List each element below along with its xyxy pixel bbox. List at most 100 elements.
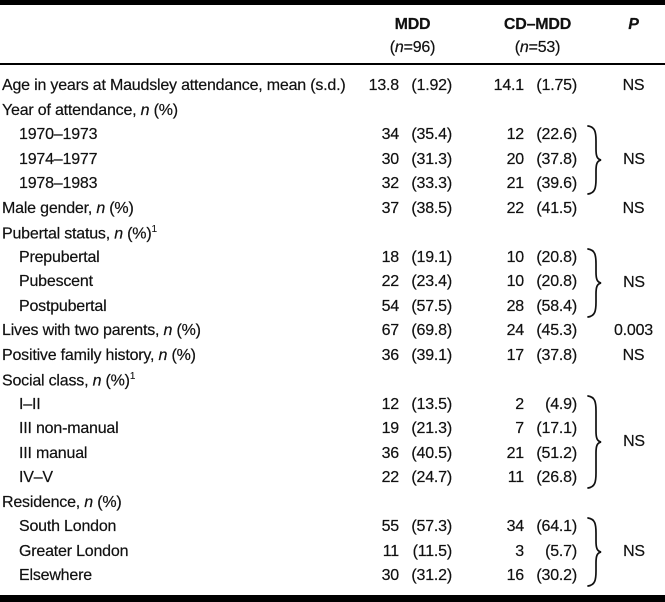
table-row: 1970–1973 34 (35.4) 12 (22.6)	[0, 123, 665, 148]
header-title-row: MDD CD–MDD P	[0, 14, 665, 36]
mdd-pct-value: (31.2)	[411, 567, 452, 585]
mdd-cell: 18 (19.1)	[357, 249, 452, 267]
mdd-cell: 22 (24.7)	[357, 469, 452, 487]
cd-pct-value: (26.8)	[536, 469, 577, 487]
mdd-n-value: 32	[381, 175, 399, 193]
mdd-pct-value: (31.3)	[411, 150, 452, 168]
cd-pct-value: (58.4)	[536, 297, 577, 315]
cd-cell: 2 (4.9)	[482, 396, 577, 414]
mdd-cell: 34 (35.4)	[357, 126, 452, 144]
mdd-pct-value: (23.4)	[411, 273, 452, 291]
cd-cell: 12 (22.6)	[482, 126, 577, 144]
mdd-n-value: 54	[381, 297, 399, 315]
cd-pct-value: (39.6)	[536, 175, 577, 193]
cd-pct-value: (20.8)	[536, 248, 577, 266]
row-label: III manual	[19, 444, 88, 462]
header-n-row: (n=96) (n=53)	[0, 36, 665, 60]
row-label: Postpubertal	[19, 297, 107, 315]
cd-pct-value: (1.75)	[536, 77, 577, 95]
cd-cell: 10 (20.8)	[482, 249, 577, 267]
mdd-pct-value: (40.5)	[411, 444, 452, 462]
table-row: 1974–1977 30 (31.3) 20 (37.8)	[0, 148, 665, 173]
cd-pct-value: (37.8)	[536, 346, 577, 364]
table-row: I–II 12 (13.5) 2 (4.9)	[0, 393, 665, 418]
group-p-value: NS	[623, 274, 645, 291]
p-value: 0.003	[613, 322, 654, 340]
row-label: Elsewhere	[19, 567, 92, 585]
row-label: Age in years at Maudsley attendance, mea…	[2, 77, 346, 95]
row-label: Positive family history, n (%)	[2, 346, 196, 364]
cd-n-value: 12	[506, 126, 524, 144]
mdd-cell: 36 (40.5)	[357, 445, 452, 463]
row-label: Lives with two parents, n (%)	[2, 322, 201, 340]
mdd-n-value: 12	[381, 395, 399, 413]
table-top-rule	[0, 0, 665, 5]
cd-cell: 22 (41.5)	[482, 200, 577, 218]
mdd-pct-value: (69.8)	[411, 322, 452, 340]
mdd-cell: 67 (69.8)	[357, 322, 452, 340]
mdd-n-value: 30	[381, 150, 399, 168]
table-bottom-rule	[0, 595, 665, 602]
group-brace	[587, 395, 603, 489]
cd-n-value: 3	[515, 542, 524, 560]
row-label: Residence, n (%)	[2, 493, 122, 511]
cd-cell: 21 (39.6)	[482, 175, 577, 193]
row-label: 1970–1973	[19, 126, 98, 144]
mdd-pct-value: (1.92)	[411, 77, 452, 95]
table-row: Age in years at Maudsley attendance, mea…	[0, 74, 665, 99]
table-row: Postpubertal 54 (57.5) 28 (58.4)	[0, 295, 665, 320]
mdd-pct-value: (57.3)	[411, 518, 452, 536]
mdd-n-value: 13.8	[368, 77, 400, 95]
column-header-mdd-n: (n=96)	[389, 39, 436, 56]
row-label: III non-manual	[19, 420, 119, 438]
section-row: Year of attendance, n (%)	[0, 99, 665, 124]
mdd-cell: 22 (23.4)	[357, 273, 452, 291]
group-p-value: NS	[623, 433, 645, 450]
mdd-cell: 13.8 (1.92)	[357, 77, 453, 95]
table-row: III non-manual 19 (21.3) 7 (17.1)	[0, 417, 665, 442]
table-row: IV–V 22 (24.7) 11 (26.8)	[0, 466, 665, 491]
mdd-pct-value: (24.7)	[411, 469, 452, 487]
cd-n-value: 28	[506, 297, 524, 315]
mdd-n-value: 11	[382, 542, 400, 560]
mdd-cell: 55 (57.3)	[357, 518, 452, 536]
mdd-n-value: 36	[381, 346, 399, 364]
cd-n-value: 17	[506, 346, 524, 364]
cd-pct-value: (5.7)	[545, 542, 577, 560]
table-row: Lives with two parents, n (%) 67 (69.8) 24 (…	[0, 319, 665, 344]
mdd-pct-value: (13.5)	[411, 395, 452, 413]
table-body: Age in years at Maudsley attendance, mea…	[0, 65, 665, 589]
row-label: Social class, n (%)1	[2, 370, 136, 389]
mdd-cell: 54 (57.5)	[357, 298, 452, 316]
mdd-cell: 37 (38.5)	[357, 200, 452, 218]
group-p-value: NS	[623, 151, 645, 168]
cd-pct-value: (45.3)	[536, 322, 577, 340]
mdd-n-value: 30	[381, 567, 399, 585]
table-row: South London 55 (57.3) 34 (64.1)	[0, 515, 665, 540]
mdd-n-value: 36	[381, 444, 399, 462]
section-row: Pubertal status, n (%)1	[0, 221, 665, 246]
cd-pct-value: (22.6)	[536, 126, 577, 144]
mdd-cell: 11 (11.5)	[357, 542, 453, 561]
column-header-p: P	[628, 16, 639, 33]
column-header-cdmdd: CD–MDD	[503, 16, 572, 33]
mdd-cell: 30 (31.2)	[357, 567, 452, 585]
cd-n-value: 7	[515, 420, 524, 438]
mdd-pct-value: (11.5)	[412, 542, 452, 560]
cd-n-value: 22	[506, 199, 524, 217]
cd-pct-value: (20.8)	[536, 273, 577, 291]
row-label: 1978–1983	[19, 175, 98, 193]
cd-n-value: 10	[506, 273, 524, 291]
row-label: South London	[19, 518, 117, 536]
row-label: Pubescent	[19, 273, 93, 291]
p-value: NS	[622, 346, 645, 364]
mdd-n-value: 37	[381, 199, 399, 217]
cd-n-value: 11	[507, 469, 525, 487]
group-brace	[587, 248, 603, 318]
mdd-cell: 36 (39.1)	[357, 347, 452, 365]
column-header-mdd: MDD	[394, 16, 431, 33]
mdd-n-value: 22	[381, 469, 399, 487]
mdd-n-value: 34	[381, 126, 399, 144]
row-label: I–II	[19, 395, 41, 413]
